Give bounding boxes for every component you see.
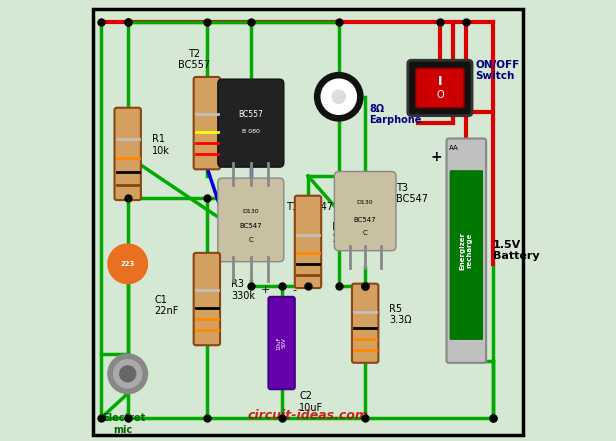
Text: T3
BC547: T3 BC547	[396, 183, 428, 204]
Text: Energizer
recharge: Energizer recharge	[460, 232, 473, 269]
Text: R1
10k: R1 10k	[152, 135, 170, 156]
Circle shape	[315, 73, 363, 121]
Text: O: O	[436, 90, 444, 100]
Text: +: +	[431, 149, 442, 164]
Text: B 080: B 080	[242, 129, 260, 135]
Text: ON/OFF
Switch: ON/OFF Switch	[475, 60, 519, 81]
FancyBboxPatch shape	[295, 196, 321, 288]
Text: BC547: BC547	[354, 217, 376, 223]
FancyBboxPatch shape	[334, 172, 396, 250]
Text: Electret
mic: Electret mic	[102, 413, 145, 435]
Text: 1.5V
Battery: 1.5V Battery	[493, 240, 540, 262]
Circle shape	[332, 90, 346, 103]
Text: BC547: BC547	[240, 224, 262, 229]
FancyBboxPatch shape	[193, 253, 220, 345]
Text: AA: AA	[448, 145, 458, 151]
Circle shape	[108, 354, 147, 394]
FancyBboxPatch shape	[269, 297, 295, 389]
Text: C2
10uF: C2 10uF	[299, 392, 323, 413]
Text: R5
3.3Ω: R5 3.3Ω	[389, 304, 412, 325]
Text: D130: D130	[243, 209, 259, 213]
Text: -: -	[293, 284, 297, 295]
Text: T2
BC557: T2 BC557	[177, 49, 209, 71]
FancyBboxPatch shape	[352, 284, 378, 363]
Text: 223: 223	[121, 261, 135, 267]
Text: R4
10k: R4 10k	[332, 222, 350, 244]
Circle shape	[321, 79, 357, 114]
Text: C1
22nF: C1 22nF	[154, 295, 179, 316]
Text: T1 BC547: T1 BC547	[286, 202, 333, 212]
Text: circuit-ideas.com: circuit-ideas.com	[248, 409, 368, 422]
FancyBboxPatch shape	[447, 138, 486, 363]
Text: I: I	[438, 75, 442, 88]
FancyBboxPatch shape	[450, 170, 483, 340]
Text: R2
220k: R2 220k	[231, 104, 255, 125]
Circle shape	[120, 366, 136, 382]
FancyBboxPatch shape	[408, 60, 472, 116]
Text: 8Ω
Earphone: 8Ω Earphone	[370, 104, 422, 125]
FancyBboxPatch shape	[115, 108, 141, 200]
Text: BC557: BC557	[238, 110, 263, 119]
Text: 10uF
50V: 10uF 50V	[276, 336, 287, 350]
FancyBboxPatch shape	[193, 77, 220, 169]
Circle shape	[108, 244, 147, 284]
FancyBboxPatch shape	[416, 68, 464, 108]
Text: R3
330k: R3 330k	[231, 280, 255, 301]
FancyBboxPatch shape	[218, 79, 284, 167]
FancyBboxPatch shape	[218, 178, 284, 262]
Text: C: C	[363, 230, 368, 236]
Text: +: +	[261, 284, 270, 295]
Text: C: C	[248, 237, 253, 243]
Circle shape	[113, 360, 142, 388]
Text: D130: D130	[357, 200, 373, 205]
